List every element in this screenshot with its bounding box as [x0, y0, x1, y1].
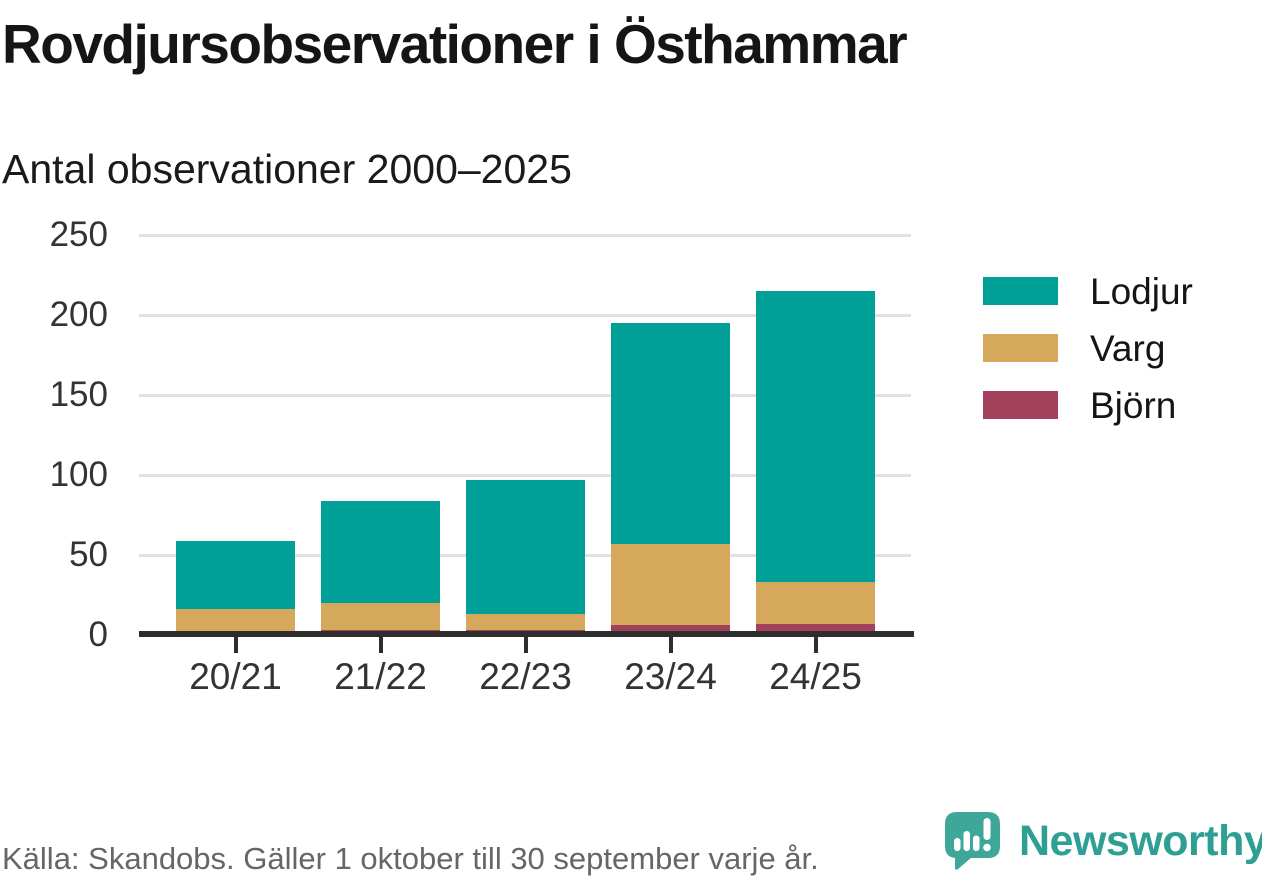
bar-22-23 [466, 479, 585, 635]
x-axis-line [139, 631, 914, 637]
bar-segment-lodjur-20-21 [176, 540, 295, 610]
y-tick-label-200: 200 [49, 295, 108, 334]
bar-segment-björn-24-25 [756, 623, 875, 635]
x-tick-24-25 [813, 637, 818, 653]
legend-item-varg: Varg [983, 330, 1193, 367]
bar-segment-lodjur-24-25 [756, 291, 875, 583]
gridline-250 [139, 234, 911, 237]
legend-swatch-björn [983, 391, 1058, 419]
bar-segment-varg-21-22 [321, 603, 440, 631]
bar-23-24 [611, 323, 730, 635]
legend: Lodjur Varg Björn [983, 273, 1193, 448]
gridline-200 [139, 314, 911, 317]
y-tick-label-50: 50 [69, 535, 108, 574]
bar-segment-lodjur-23-24 [611, 323, 730, 544]
x-tick-label-21-22: 21/22 [334, 656, 427, 697]
newsworthy-logo: Newsworthy [944, 811, 1262, 872]
x-tick-23-24 [668, 637, 673, 653]
bar-20-21 [176, 540, 295, 635]
bar-segment-lodjur-21-22 [321, 500, 440, 603]
bar-segment-varg-22-23 [466, 614, 585, 631]
x-tick-label-22-23: 22/23 [479, 656, 572, 697]
plot-area [139, 234, 911, 635]
bar-segment-varg-23-24 [611, 543, 730, 626]
legend-swatch-varg [983, 334, 1058, 362]
legend-item-björn: Björn [983, 387, 1193, 424]
page-title: Rovdjursobservationer i Östhammar [2, 13, 908, 75]
legend-label-varg: Varg [1090, 327, 1166, 369]
legend-swatch-lodjur [983, 277, 1058, 305]
y-tick-label-100: 100 [49, 455, 108, 494]
y-tick-label-150: 150 [49, 375, 108, 414]
speech-bubble-bar-chart-icon [945, 812, 1000, 870]
x-tick-label-20-21: 20/21 [189, 656, 282, 697]
gridline-100 [139, 474, 911, 477]
bar-segment-varg-24-25 [756, 582, 875, 624]
x-tick-label-24-25: 24/25 [769, 656, 862, 697]
x-tick-label-23-24: 23/24 [624, 656, 717, 697]
legend-item-lodjur: Lodjur [983, 273, 1193, 310]
bar-segment-björn-23-24 [611, 625, 730, 635]
source-note: Källa: Skandobs. Gäller 1 oktober till 3… [2, 841, 819, 876]
x-tick-22-23 [523, 637, 528, 653]
legend-label-lodjur: Lodjur [1090, 270, 1193, 312]
x-tick-21-22 [378, 637, 383, 653]
gridline-150 [139, 394, 911, 397]
x-tick-20-21 [233, 637, 238, 653]
y-tick-label-250: 250 [49, 215, 108, 254]
chart-subtitle: Antal observationer 2000–2025 [2, 146, 572, 192]
y-tick-label-0: 0 [88, 615, 108, 654]
legend-label-björn: Björn [1090, 384, 1177, 426]
bar-segment-varg-20-21 [176, 609, 295, 632]
bar-21-22 [321, 500, 440, 635]
bar-24-25 [756, 291, 875, 635]
newsworthy-wordmark: Newsworthy [1019, 817, 1262, 865]
bar-segment-lodjur-22-23 [466, 479, 585, 615]
